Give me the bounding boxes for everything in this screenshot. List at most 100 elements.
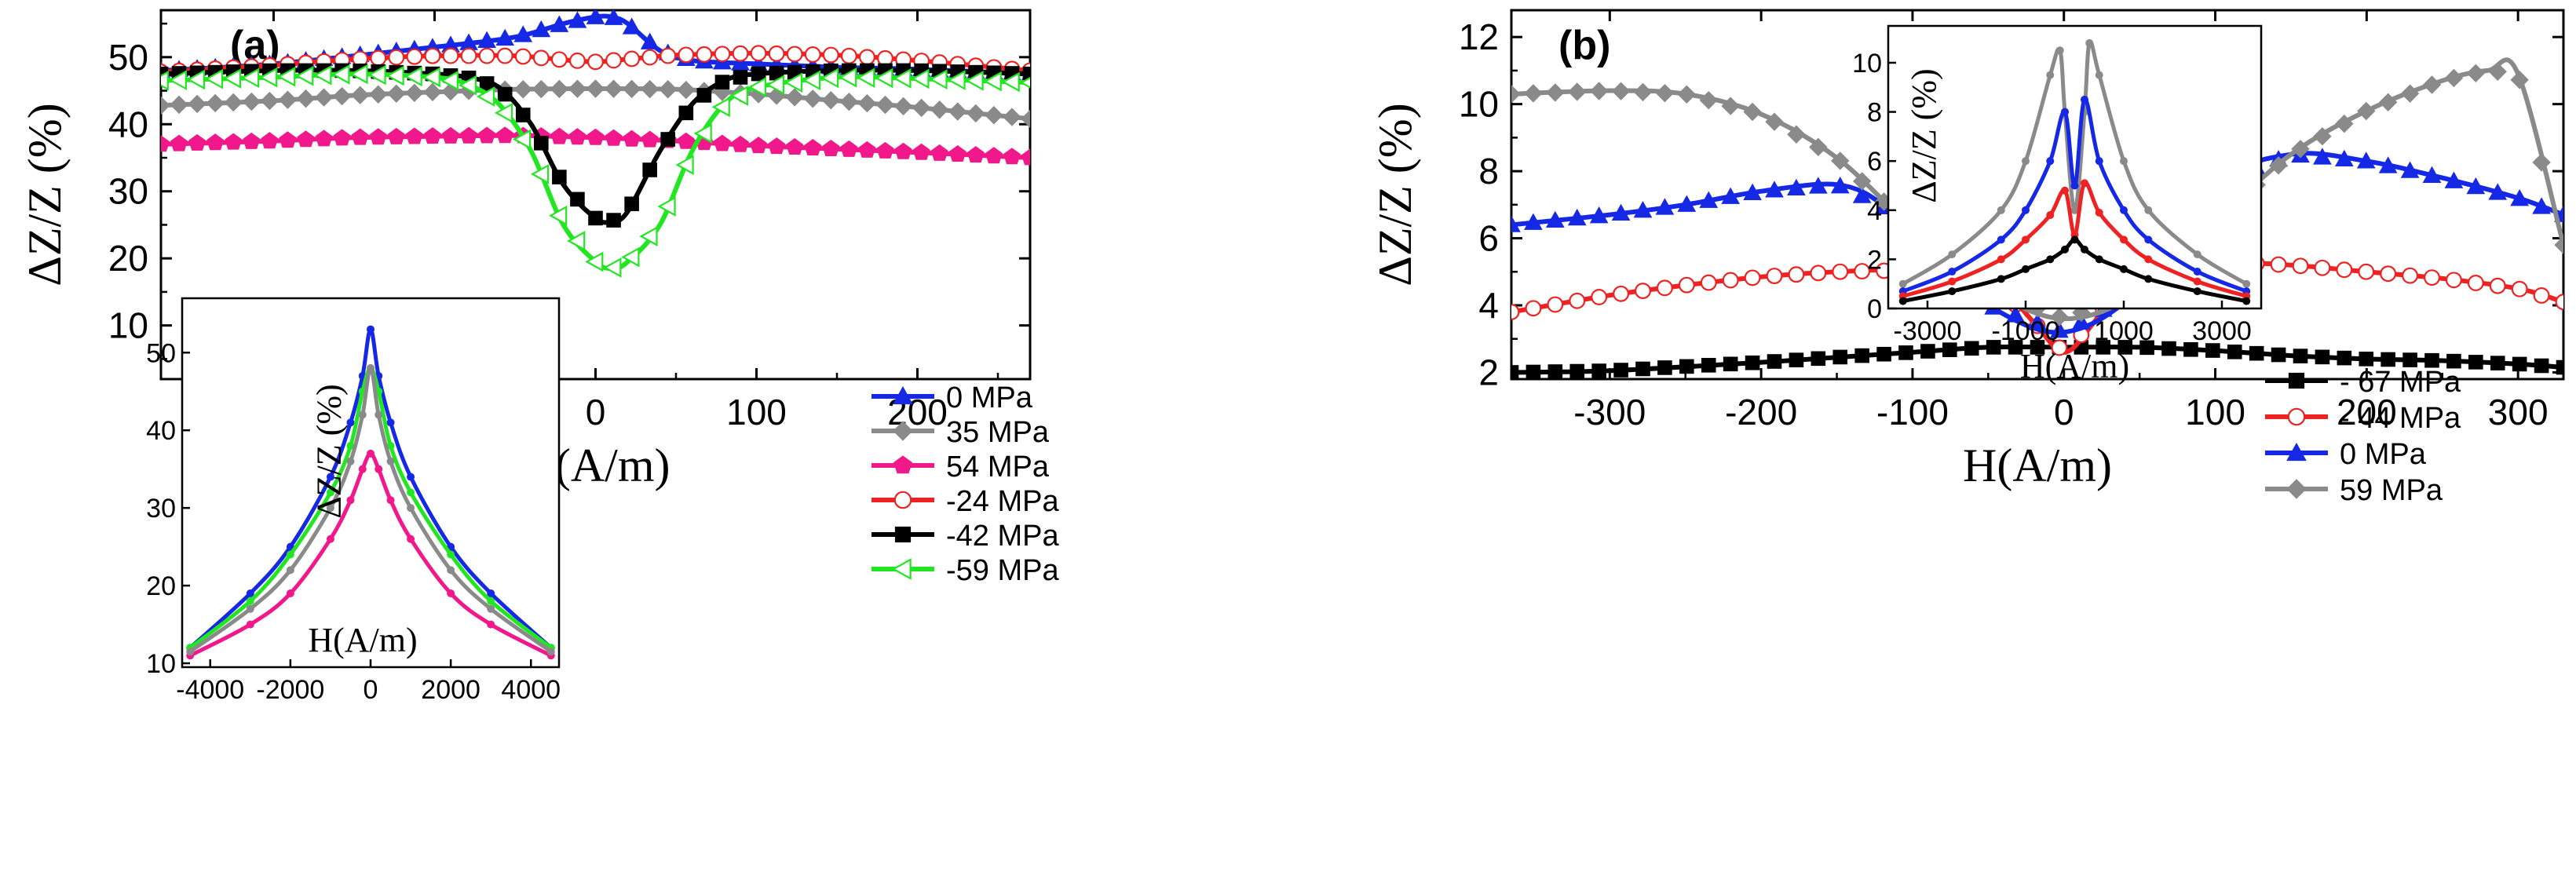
data-point: [1019, 76, 1030, 89]
data-point: [2050, 321, 2069, 338]
inset-y-tick-label: 50: [146, 338, 176, 368]
data-point: [804, 46, 821, 63]
data-point: [1986, 340, 2001, 355]
data-point: [387, 84, 406, 103]
data-point: [875, 95, 895, 115]
data-point: [259, 67, 278, 88]
inset-data-point: [186, 648, 195, 656]
data-point: [242, 92, 261, 111]
data-point: [1524, 84, 1543, 103]
y-tick-label: 10: [108, 305, 148, 346]
inset-data-point: [2046, 71, 2055, 79]
data-point: [751, 66, 766, 82]
data-point: [568, 52, 586, 69]
inset-data-point: [386, 442, 395, 450]
inset-data-point: [2193, 268, 2201, 276]
data-point: [550, 15, 569, 32]
data-point: [1003, 108, 1021, 126]
inset-x-tick-label: -3000: [1894, 316, 1962, 346]
data-point: [2467, 275, 2484, 291]
data-point: [170, 95, 188, 115]
data-point: [515, 108, 531, 122]
data-point: [1723, 356, 1738, 372]
data-point: [947, 70, 966, 90]
data-point: [785, 88, 804, 107]
data-point: [1810, 265, 1827, 282]
x-tick-label: 100: [2185, 392, 2245, 432]
legend-label: - 67 MPa: [2340, 366, 2461, 399]
data-point: [2096, 340, 2111, 355]
data-point: [747, 77, 766, 97]
data-point: [460, 126, 478, 144]
data-point: [331, 64, 350, 85]
data-point: [1677, 195, 1697, 212]
inset-data-point: [2242, 279, 2251, 288]
data-point: [839, 92, 859, 111]
data-point: [552, 170, 567, 184]
data-point: [2511, 280, 2528, 297]
data-point: [2381, 352, 2395, 367]
data-point: [641, 130, 659, 148]
inset-data-point: [2120, 206, 2128, 214]
inset-data-point: [2055, 46, 2064, 55]
data-point: [1787, 125, 1806, 144]
data-point: [2510, 71, 2529, 89]
x-tick-label: 100: [726, 392, 787, 432]
data-point: [2534, 358, 2549, 374]
inset-x-tick-label: -4000: [176, 675, 244, 705]
data-point: [1767, 354, 1782, 369]
inset-data-point: [1948, 268, 1957, 276]
data-point: [1547, 296, 1564, 313]
data-point: [1589, 82, 1609, 100]
inset-x-tick-label: 0: [364, 675, 378, 705]
data-point: [2488, 62, 2507, 82]
data-point: [2030, 340, 2045, 355]
data-point: [2488, 183, 2508, 200]
data-point: [206, 93, 225, 113]
data-point: [2402, 352, 2417, 367]
inset-y-tick-label: 10: [1852, 49, 1882, 78]
inset-y-tick-label: 40: [146, 416, 176, 446]
panel-label: (b): [1558, 23, 1610, 68]
y-tick-label: 30: [108, 171, 148, 212]
inset-data-point: [2046, 211, 2055, 220]
data-point: [659, 80, 678, 99]
inset-plot: -4000 -2000 0 2000 4000 10 20 30 40 50 H(A/m) ΔZ/Z …: [146, 297, 561, 705]
data-point: [858, 49, 875, 66]
data-point: [514, 48, 532, 65]
data-point: [1511, 304, 1520, 320]
data-point: [570, 192, 585, 207]
data-point: [930, 144, 948, 161]
data-point: [204, 68, 224, 89]
x-tick-label: 300: [2488, 392, 2549, 432]
inset-data-point: [358, 410, 367, 419]
data-point: [750, 45, 767, 62]
inset-data-point: [1997, 206, 2005, 214]
inset-x-axis-title: H(A/m): [308, 621, 417, 659]
data-point: [476, 86, 495, 107]
inset-data-point: [2022, 157, 2030, 166]
inset-data-point: [2070, 181, 2079, 190]
data-point: [2334, 149, 2354, 167]
data-point: [222, 68, 242, 89]
data-point: [2313, 148, 2332, 165]
inset-x-tick-label: -2000: [256, 675, 324, 705]
data-point: [605, 129, 623, 146]
inset-data-point: [487, 589, 495, 597]
data-point: [1964, 341, 1979, 356]
data-point: [1511, 215, 1521, 232]
data-point: [1743, 183, 1762, 200]
inset-data-point: [2144, 235, 2153, 244]
data-point: [512, 129, 532, 150]
data-point: [784, 72, 803, 93]
data-point: [623, 130, 641, 147]
data-point: [1832, 263, 1849, 280]
data-point: [568, 79, 587, 98]
plot-frame: [1510, 9, 2565, 381]
data-point: [2292, 257, 2309, 275]
data-point: [2356, 151, 2376, 169]
x-axis-title: H(A/m): [1963, 440, 2112, 491]
inset-y-tick-label: 0: [1867, 294, 1882, 324]
data-point: [494, 102, 513, 123]
data-point: [605, 52, 623, 69]
